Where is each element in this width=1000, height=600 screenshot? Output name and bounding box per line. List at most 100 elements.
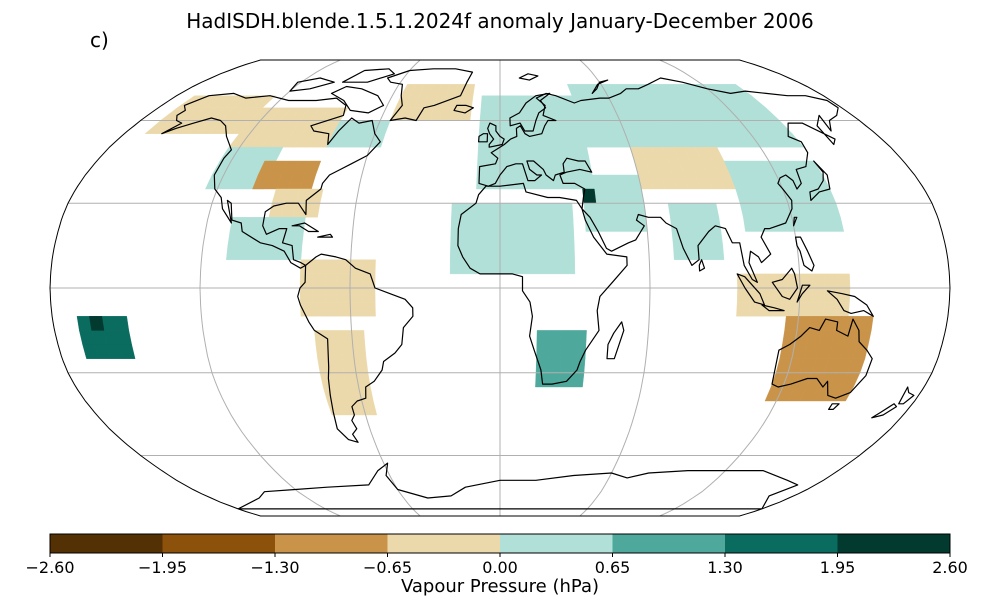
grid-cell	[475, 203, 489, 218]
colorbar-tick-label: 2.60	[932, 558, 968, 577]
coastline	[826, 290, 874, 317]
grid-cell	[810, 301, 825, 317]
grid-cell	[561, 259, 576, 275]
grid-cell	[487, 203, 501, 218]
grid-cell	[351, 330, 366, 345]
grid-cell	[462, 245, 476, 260]
grid-cell	[349, 273, 363, 289]
coastline	[291, 222, 319, 233]
grid-cell	[462, 231, 476, 246]
grid-cell	[511, 203, 525, 218]
grid-cell	[534, 174, 548, 190]
colorbar-label: Vapour Pressure (hPa)	[400, 576, 600, 597]
grid-cell	[578, 160, 593, 176]
colorbar-bin	[162, 534, 276, 553]
coastline	[478, 77, 839, 283]
grid-cell	[595, 203, 610, 218]
grid-cell	[559, 203, 574, 218]
gridlines	[50, 60, 950, 516]
grid-cell	[697, 245, 712, 260]
grid-cell	[710, 245, 725, 260]
grid-cell	[227, 231, 243, 246]
grid-cell	[594, 188, 609, 204]
grid-cell	[488, 147, 501, 162]
grid-cell	[324, 273, 338, 289]
grid-cell	[499, 203, 513, 218]
grid-cell	[508, 95, 520, 108]
coastline	[330, 85, 385, 114]
grid-cell	[499, 95, 510, 108]
grid-cell	[451, 203, 465, 218]
coastline	[342, 68, 395, 83]
grid-cell	[784, 316, 799, 331]
grid-cell	[252, 95, 276, 108]
anomaly-region	[764, 344, 869, 402]
colorbar-tick-label: 0.65	[594, 558, 631, 577]
grid-cell	[450, 231, 464, 246]
grid-cell	[349, 301, 364, 317]
colorbar-bin	[725, 534, 838, 553]
figure-title: HadISDH.blende.1.5.1.2024f anomaly Janua…	[186, 9, 814, 33]
grid-cell	[499, 217, 513, 232]
coastline	[161, 92, 381, 269]
grid-cell	[305, 203, 321, 218]
grid-cell	[559, 358, 574, 373]
coastline	[793, 216, 798, 227]
grid-cell	[362, 259, 376, 275]
grid-cell	[673, 245, 687, 260]
grid-cell	[536, 330, 550, 345]
grid-cell	[499, 174, 513, 190]
colorbar-bin	[500, 534, 613, 553]
colorbar-bin	[387, 534, 501, 553]
coastline	[898, 386, 915, 405]
grid-cell	[561, 330, 575, 345]
grid-cell	[703, 203, 720, 218]
grid-cell	[89, 316, 105, 331]
grid-cell	[605, 188, 621, 204]
grid-cell	[239, 231, 255, 246]
grid-cell	[449, 259, 463, 275]
coastline	[591, 79, 609, 94]
grid-cell	[324, 259, 339, 275]
colorbar-tick-label: −1.30	[250, 558, 300, 577]
grid-cell	[324, 301, 339, 317]
grid-cell	[547, 203, 562, 218]
grid-cell	[337, 287, 351, 303]
anomaly-region	[314, 330, 378, 416]
grid-cell	[557, 174, 571, 190]
coastline	[317, 233, 334, 238]
grid-cell	[546, 372, 561, 388]
grid-cell	[512, 245, 526, 260]
grid-cell	[561, 245, 575, 260]
grid-cell	[524, 231, 538, 246]
grid-cell	[547, 358, 562, 373]
grid-cell	[846, 316, 862, 331]
grid-cell	[785, 301, 800, 317]
grid-cell	[349, 259, 364, 275]
grid-cell	[476, 160, 490, 176]
grid-cell	[289, 231, 304, 246]
grid-cell	[299, 287, 314, 303]
grid-cell	[682, 217, 697, 232]
grid-cell	[475, 217, 489, 232]
anomaly-region	[476, 95, 595, 190]
grid-cell	[798, 301, 813, 317]
grid-cell	[736, 301, 750, 317]
coastline	[796, 284, 811, 303]
grid-cell	[811, 273, 826, 289]
grid-cell	[524, 259, 538, 275]
grid-cell	[549, 259, 563, 275]
grid-cell	[548, 344, 562, 359]
grid-cell	[706, 217, 722, 232]
anomaly-region	[723, 160, 845, 232]
grid-cell	[786, 273, 801, 289]
grid-cell	[726, 84, 753, 96]
anomaly-region	[629, 147, 736, 190]
anomaly-region	[89, 316, 105, 331]
grid-cell	[312, 287, 326, 303]
anomaly-region	[76, 316, 136, 359]
grid-cell	[476, 174, 489, 190]
grid-cell	[509, 107, 521, 121]
grid-cell	[836, 273, 851, 289]
grid-cell	[573, 330, 587, 345]
